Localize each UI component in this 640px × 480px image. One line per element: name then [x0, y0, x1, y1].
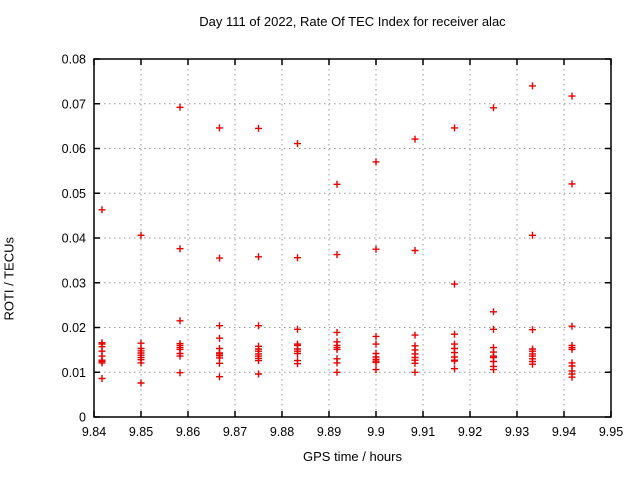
- data-point: [176, 245, 184, 253]
- x-tick-label: 9.95: [599, 425, 623, 439]
- data-point: [568, 345, 576, 353]
- data-point: [411, 247, 419, 254]
- data-point: [568, 180, 576, 188]
- data-point: [216, 334, 223, 342]
- data-point: [216, 254, 223, 262]
- y-tick-label: 0.03: [62, 276, 86, 290]
- data-point: [451, 357, 458, 365]
- data-point: [411, 331, 419, 339]
- data-point: [529, 231, 536, 239]
- x-tick-label: 9.85: [129, 425, 153, 439]
- data-point: [333, 345, 341, 353]
- plot-border: [93, 58, 612, 418]
- y-tick-labels: 0 0.01 0.02 0.03 0.04 0.05 0.06 0.07 0.08: [62, 53, 86, 425]
- y-tick-label: 0.06: [62, 142, 86, 156]
- data-point: [216, 322, 223, 330]
- data-point: [411, 368, 419, 376]
- data-point: [333, 359, 341, 367]
- y-tick-label: 0.01: [62, 366, 86, 380]
- data-point: [372, 332, 380, 340]
- data-point: [451, 124, 458, 132]
- data-point: [255, 357, 262, 365]
- data-point: [333, 251, 341, 259]
- y-tick-label: 0: [79, 411, 86, 425]
- data-point: [98, 375, 106, 382]
- data-point: [137, 379, 145, 387]
- x-tick-label: 9.94: [552, 425, 576, 439]
- x-tick-label: 9.89: [317, 425, 341, 439]
- x-tick-label: 9.91: [411, 425, 435, 439]
- x-axis-label: GPS time / hours: [303, 449, 402, 464]
- data-point: [411, 135, 419, 143]
- data-point: [372, 366, 380, 374]
- data-point: [490, 325, 497, 333]
- y-tick-label: 0.02: [62, 321, 86, 335]
- chart-title: Day 111 of 2022, Rate Of TEC Index for r…: [199, 14, 506, 29]
- x-tick-label: 9.92: [458, 425, 482, 439]
- data-point: [294, 350, 301, 357]
- x-tick-label: 9.87: [223, 425, 247, 439]
- x-tick-label: 9.84: [82, 425, 106, 439]
- data-point: [568, 322, 576, 330]
- y-tick-label: 0.07: [62, 97, 86, 111]
- data-point: [333, 180, 341, 188]
- data-point: [216, 373, 223, 381]
- data-point: [372, 245, 380, 253]
- data-point: [294, 254, 301, 262]
- data-point: [255, 370, 262, 378]
- data-point: [176, 352, 184, 360]
- data-point: [137, 359, 145, 367]
- data-point: [176, 369, 184, 377]
- data-point: [529, 360, 536, 368]
- y-tick-label: 0.05: [62, 187, 86, 201]
- x-tick-label: 9.93: [505, 425, 529, 439]
- data-point: [372, 158, 380, 166]
- data-point: [529, 82, 536, 90]
- data-point: [529, 326, 536, 334]
- gridlines: [94, 59, 611, 417]
- series-roti: [98, 82, 576, 387]
- data-point: [294, 360, 301, 368]
- data-point: [490, 104, 497, 112]
- data-point: [98, 359, 106, 367]
- data-point: [216, 124, 223, 132]
- x-tick-label: 9.9: [367, 425, 384, 439]
- data-point: [490, 308, 497, 316]
- x-tick-label: 9.86: [176, 425, 200, 439]
- data-point: [176, 317, 184, 325]
- data-point: [294, 325, 301, 333]
- data-point: [568, 92, 576, 100]
- y-tick-label: 0.04: [62, 232, 86, 246]
- data-point: [451, 330, 458, 338]
- data-point: [490, 366, 497, 374]
- data-point: [216, 359, 223, 367]
- data-point: [411, 359, 419, 367]
- data-point: [255, 124, 262, 132]
- x-tick-label: 9.88: [270, 425, 294, 439]
- y-tick-label: 0.08: [62, 53, 86, 67]
- data-point: [372, 358, 380, 366]
- x-tick-labels: 9.84 9.85 9.86 9.87 9.88 9.89 9.9 9.91 9.92 9.93 9…: [82, 425, 623, 439]
- tick-marks: [93, 58, 612, 418]
- data-point: [372, 340, 380, 348]
- data-point: [98, 206, 106, 214]
- data-point: [451, 365, 458, 373]
- data-point: [333, 328, 341, 336]
- data-point: [176, 103, 184, 111]
- data-point: [255, 253, 262, 261]
- data-point: [255, 322, 262, 330]
- data-point: [333, 368, 341, 376]
- data-point: [137, 231, 145, 239]
- data-point: [294, 140, 301, 148]
- data-point: [568, 373, 576, 381]
- data-point: [451, 280, 458, 288]
